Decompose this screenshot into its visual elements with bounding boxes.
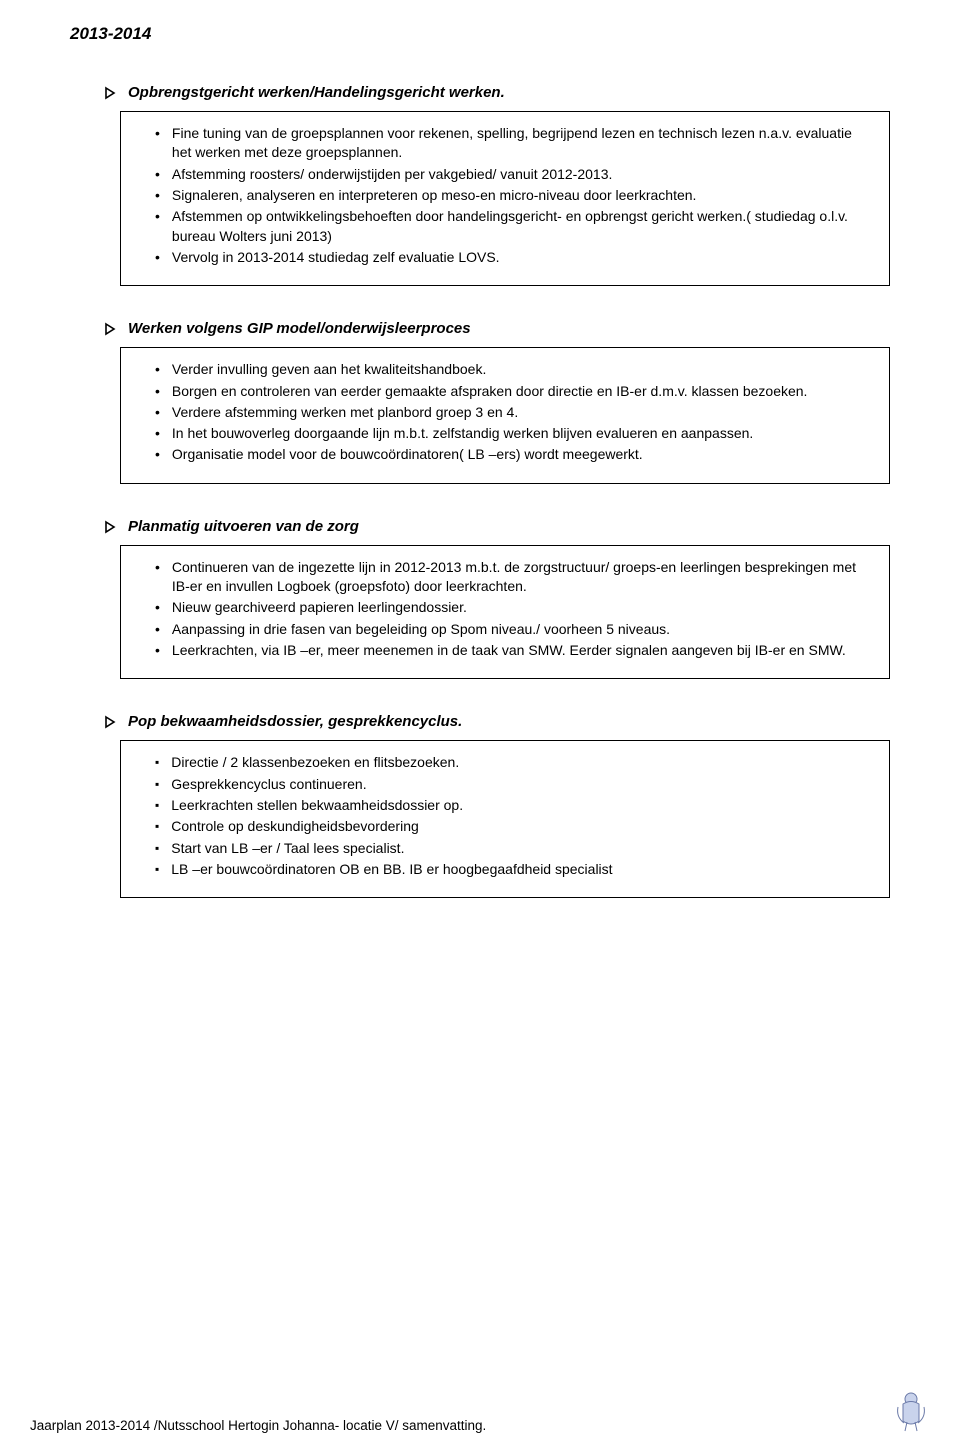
list-item: Verdere afstemming werken met planbord g… [137,403,873,422]
list-item-text: Directie / 2 klassenbezoeken en flitsbez… [171,753,873,772]
list-item-text: Start van LB –er / Taal lees specialist. [171,839,873,858]
section-heading: Werken volgens GIP model/onderwijsleerpr… [104,320,890,337]
list-item-text: Vervolg in 2013-2014 studiedag zelf eval… [172,248,873,267]
list-item-text: Afstemming roosters/ onderwijstijden per… [172,165,873,184]
list-item-text: Nieuw gearchiveerd papieren leerlingendo… [172,598,873,617]
chevron-right-icon [104,520,118,534]
document-page: 2013-2014 Opbrengstgericht werken/Handel… [0,0,960,1451]
list-item: Verder invulling geven aan het kwaliteit… [137,360,873,379]
chevron-right-icon [104,715,118,729]
list-item-text: LB –er bouwcoördinatoren OB en BB. IB er… [171,860,873,879]
list-item-text: Leerkrachten stellen bekwaamheidsdossier… [171,796,873,815]
bullet-list: Verder invulling geven aan het kwaliteit… [137,360,873,465]
chevron-right-icon [104,322,118,336]
list-item: Start van LB –er / Taal lees specialist. [137,839,873,858]
list-item: Controle op deskundigheidsbevordering [137,817,873,836]
section-heading: Opbrengstgericht werken/Handelingsgerich… [104,84,890,101]
section-box: Fine tuning van de groepsplannen voor re… [120,111,890,286]
section-box: Verder invulling geven aan het kwaliteit… [120,347,890,484]
chevron-right-icon [104,86,118,100]
list-item-text: Aanpassing in drie fasen van begeleiding… [172,620,873,639]
bullet-list: Directie / 2 klassenbezoeken en flitsbez… [137,753,873,879]
list-item-text: Verder invulling geven aan het kwaliteit… [172,360,873,379]
list-item-text: Borgen en controleren van eerder gemaakt… [172,382,873,401]
list-item-text: Organisatie model voor de bouwcoördinato… [172,445,873,464]
list-item: LB –er bouwcoördinatoren OB en BB. IB er… [137,860,873,879]
list-item: Organisatie model voor de bouwcoördinato… [137,445,873,464]
list-item: Vervolg in 2013-2014 studiedag zelf eval… [137,248,873,267]
list-item-text: Gesprekkencyclus continueren. [171,775,873,794]
list-item: Leerkrachten, via IB –er, meer meenemen … [137,641,873,660]
list-item-text: Verdere afstemming werken met planbord g… [172,403,873,422]
list-item: Aanpassing in drie fasen van begeleiding… [137,620,873,639]
list-item: Leerkrachten stellen bekwaamheidsdossier… [137,796,873,815]
section-box: Continueren van de ingezette lijn in 201… [120,545,890,680]
list-item-text: In het bouwoverleg doorgaande lijn m.b.t… [172,424,873,443]
list-item: Nieuw gearchiveerd papieren leerlingendo… [137,598,873,617]
list-item: Directie / 2 klassenbezoeken en flitsbez… [137,753,873,772]
sections-container: Opbrengstgericht werken/Handelingsgerich… [70,84,890,898]
bullet-list: Continueren van de ingezette lijn in 201… [137,558,873,661]
list-item: Gesprekkencyclus continueren. [137,775,873,794]
list-item: Afstemming roosters/ onderwijstijden per… [137,165,873,184]
list-item: Fine tuning van de groepsplannen voor re… [137,124,873,163]
list-item: Borgen en controleren van eerder gemaakt… [137,382,873,401]
list-item: Continueren van de ingezette lijn in 201… [137,558,873,597]
list-item-text: Signaleren, analyseren en interpreteren … [172,186,873,205]
page-footer: Jaarplan 2013-2014 /Nutsschool Hertogin … [30,1389,930,1433]
list-item-text: Leerkrachten, via IB –er, meer meenemen … [172,641,873,660]
list-item-text: Continueren van de ingezette lijn in 201… [172,558,873,597]
section-heading: Planmatig uitvoeren van de zorg [104,518,890,535]
section-heading-text: Werken volgens GIP model/onderwijsleerpr… [128,320,471,337]
section-heading-text: Pop bekwaamheidsdossier, gesprekkencyclu… [128,713,462,730]
list-item-text: Fine tuning van de groepsplannen voor re… [172,124,873,163]
footer-logo-icon [892,1389,930,1433]
section-box: Directie / 2 klassenbezoeken en flitsbez… [120,740,890,898]
footer-text: Jaarplan 2013-2014 /Nutsschool Hertogin … [30,1418,486,1433]
list-item-text: Controle op deskundigheidsbevordering [171,817,873,836]
list-item-text: Afstemmen op ontwikkelingsbehoeften door… [172,207,873,246]
section-heading-text: Planmatig uitvoeren van de zorg [128,518,359,535]
bullet-list: Fine tuning van de groepsplannen voor re… [137,124,873,267]
section-heading-text: Opbrengstgericht werken/Handelingsgerich… [128,84,505,101]
page-title: 2013-2014 [70,24,890,44]
list-item: In het bouwoverleg doorgaande lijn m.b.t… [137,424,873,443]
section-heading: Pop bekwaamheidsdossier, gesprekkencyclu… [104,713,890,730]
list-item: Signaleren, analyseren en interpreteren … [137,186,873,205]
list-item: Afstemmen op ontwikkelingsbehoeften door… [137,207,873,246]
